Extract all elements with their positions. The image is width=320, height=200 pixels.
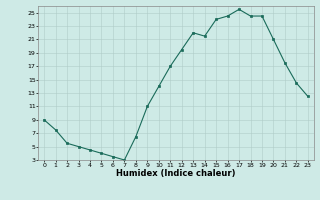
X-axis label: Humidex (Indice chaleur): Humidex (Indice chaleur) (116, 169, 236, 178)
